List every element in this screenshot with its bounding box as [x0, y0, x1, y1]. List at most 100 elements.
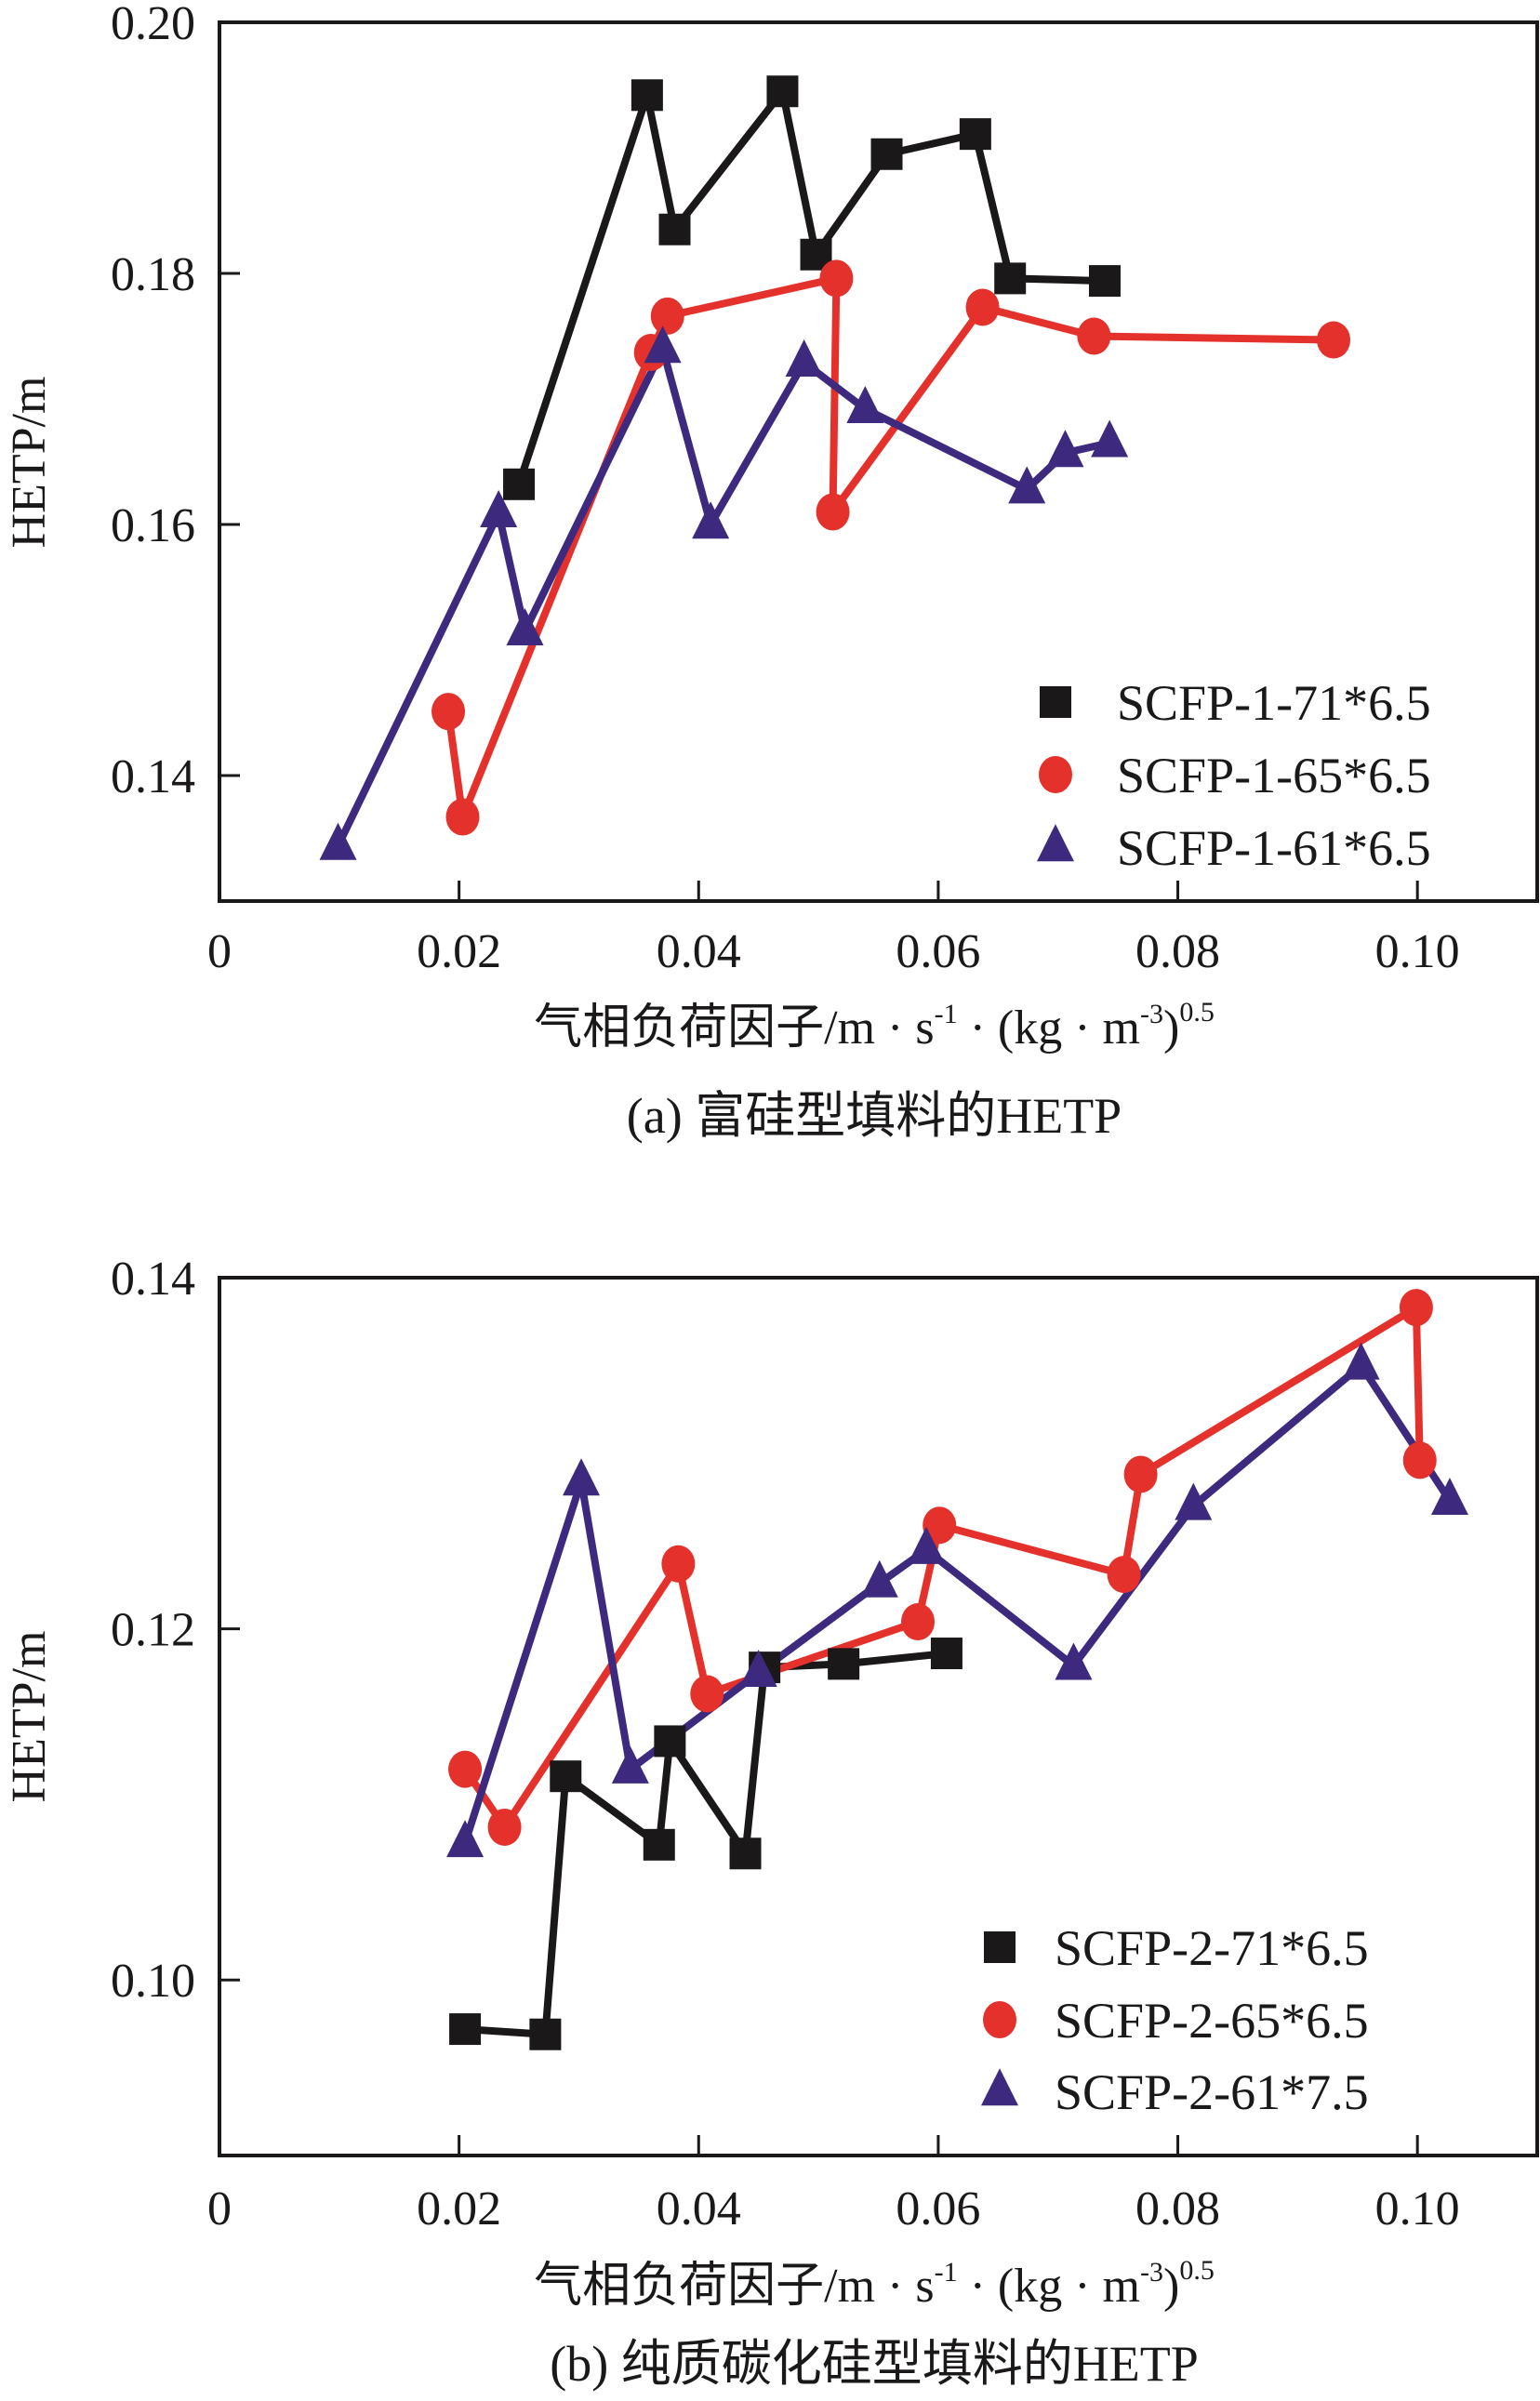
data-point-a-3	[785, 339, 823, 378]
caption-b: (b) 纯质碳化硅型填料的HETP	[550, 2336, 1198, 2392]
legend-marker-square-icon	[984, 1931, 1016, 1963]
chart-a: 0 0.02 0.04 0.06 0.08 0.10 0.14 0.16 0.18 0.20 HE…	[3, 0, 1539, 1144]
data-point-a-2	[445, 798, 480, 836]
data-point-a-1	[994, 262, 1027, 295]
x-tick-label-a: 0.08	[1135, 925, 1220, 978]
data-point-a-3	[1008, 466, 1046, 504]
y-tick-label-a: 0.18	[111, 248, 195, 301]
y-axis-title-a: HETP/m	[3, 377, 56, 549]
data-point-b-1	[550, 1760, 582, 1793]
legend-marker-circle-icon	[1039, 756, 1072, 793]
x-axis-title-a-main: 气相负荷因子/m · s	[534, 1002, 934, 1055]
data-point-b-3	[860, 1559, 898, 1598]
data-point-b-3	[739, 1650, 777, 1687]
x-axis-title-b-sup1: -1	[935, 2257, 958, 2288]
plot-frame-a	[218, 20, 1539, 903]
data-point-a-3	[319, 822, 357, 860]
data-point-b-1	[643, 1828, 675, 1861]
x-tick-label-a: 0.06	[896, 925, 980, 978]
x-axis-title-a-sup1: -1	[935, 999, 958, 1029]
data-point-a-1	[658, 213, 691, 245]
data-point-b-3	[1342, 1342, 1380, 1380]
x-axis-title-a-end: )	[1163, 1002, 1179, 1055]
x-tick-label-b: 0	[207, 2182, 232, 2235]
legend-marker-square-icon	[1040, 686, 1071, 718]
data-point-b-3	[1055, 1642, 1093, 1680]
data-point-a-3	[1046, 430, 1084, 468]
data-point-a-2	[816, 493, 850, 531]
data-point-b-1	[930, 1638, 962, 1670]
data-point-a-2	[1317, 321, 1351, 359]
legend-marker-circle-icon	[983, 2001, 1016, 2038]
x-tick-label-b: 0.08	[1135, 2182, 1220, 2235]
x-axis-title-b-main: 气相负荷因子/m · s	[534, 2260, 934, 2313]
y-tick-label-a: 0.14	[111, 750, 195, 803]
data-point-b-2	[661, 1545, 696, 1583]
data-point-b-1	[828, 1648, 860, 1680]
x-axis-title-a-mid: · (kg · m	[958, 1002, 1140, 1055]
x-tick-label-b: 0.04	[657, 2182, 741, 2235]
chart-b: 0 0.02 0.04 0.06 0.08 0.10 0.10 0.12 0.14 HETP/m…	[3, 1253, 1539, 2392]
legend-label-b-1: SCFP-2-71*6.5	[1055, 1920, 1369, 1976]
legend-label-a-1: SCFP-1-71*6.5	[1117, 675, 1431, 731]
data-point-b-2	[448, 1750, 483, 1788]
x-axis-title-b-sup3: 0.5	[1179, 2255, 1215, 2286]
legend-label-a-2: SCFP-1-65*6.5	[1117, 748, 1431, 803]
data-point-b-2	[1399, 1289, 1433, 1327]
data-point-b-2	[1402, 1441, 1437, 1479]
legend-label-b-2: SCFP-2-65*6.5	[1055, 1993, 1369, 2049]
x-tick-label-a: 0.04	[657, 925, 741, 978]
x-tick-label-a: 0.10	[1375, 925, 1460, 978]
data-point-b-1	[529, 2018, 562, 2050]
legend-label-b-3: SCFP-2-61*7.5	[1055, 2064, 1369, 2120]
x-axis-title-b-end: )	[1163, 2260, 1179, 2313]
series-line-b-3	[461, 1360, 1454, 1845]
legend-b: SCFP-2-71*6.5 SCFP-2-65*6.5 SCFP-2-61*7.5	[981, 1920, 1369, 2120]
data-point-b-3	[611, 1745, 649, 1784]
data-point-b-3	[1175, 1482, 1213, 1520]
x-tick-label-b: 0.06	[896, 2182, 980, 2235]
caption-a: (a) 富硅型填料的HETP	[627, 1088, 1122, 1144]
x-axis-title-a-sup3: 0.5	[1179, 997, 1215, 1028]
legend-marker-triangle-icon	[981, 2068, 1018, 2106]
data-point-b-2	[923, 1506, 957, 1545]
x-axis-title-a: 气相负荷因子/m · s-1 · (kg · m-3)0.5	[534, 997, 1215, 1055]
series-line-b-2	[461, 1301, 1424, 1835]
data-point-a-1	[631, 79, 663, 112]
data-point-b-3	[446, 1820, 485, 1858]
data-point-a-2	[650, 297, 684, 335]
legend-marker-triangle-icon	[1037, 824, 1074, 862]
plot-frame-b	[218, 1276, 1539, 2157]
series-a	[319, 75, 1351, 860]
data-point-a-3	[846, 386, 884, 423]
x-tick-label-b: 0.02	[417, 2182, 501, 2235]
data-point-a-3	[506, 607, 544, 645]
series-b	[446, 1289, 1468, 2050]
ticks-a: 0 0.02 0.04 0.06 0.08 0.10 0.14 0.16 0.18 0.20	[111, 0, 1460, 978]
y-tick-label-b: 0.14	[111, 1253, 195, 1306]
data-point-b-3	[563, 1458, 601, 1496]
x-axis-title-b-sup2: -3	[1140, 2257, 1163, 2288]
data-point-a-1	[1088, 265, 1121, 298]
ticks-b: 0 0.02 0.04 0.06 0.08 0.10 0.10 0.12 0.14	[111, 1253, 1460, 2235]
x-tick-label-a: 0	[207, 925, 232, 978]
y-tick-label-b: 0.10	[111, 1955, 195, 2008]
data-point-a-3	[692, 501, 730, 539]
legend-a: SCFP-1-71*6.5 SCFP-1-65*6.5 SCFP-1-61*6.5	[1037, 675, 1431, 876]
data-point-b-1	[449, 2013, 482, 2046]
data-point-b-2	[1123, 1455, 1158, 1493]
x-axis-title-b: 气相负荷因子/m · s-1 · (kg · m-3)0.5	[534, 2255, 1215, 2313]
data-point-b-1	[654, 1725, 686, 1758]
y-tick-label-a: 0.16	[111, 499, 195, 552]
data-point-a-2	[965, 288, 1000, 326]
data-point-a-2	[819, 259, 854, 298]
data-point-b-2	[690, 1675, 724, 1713]
data-point-b-2	[901, 1603, 936, 1641]
data-point-a-1	[766, 75, 799, 108]
data-point-a-3	[644, 325, 682, 364]
data-point-a-1	[870, 138, 903, 170]
data-point-b-1	[729, 1837, 762, 1870]
x-axis-title-a-sup2: -3	[1140, 999, 1163, 1029]
data-point-a-1	[503, 468, 536, 500]
